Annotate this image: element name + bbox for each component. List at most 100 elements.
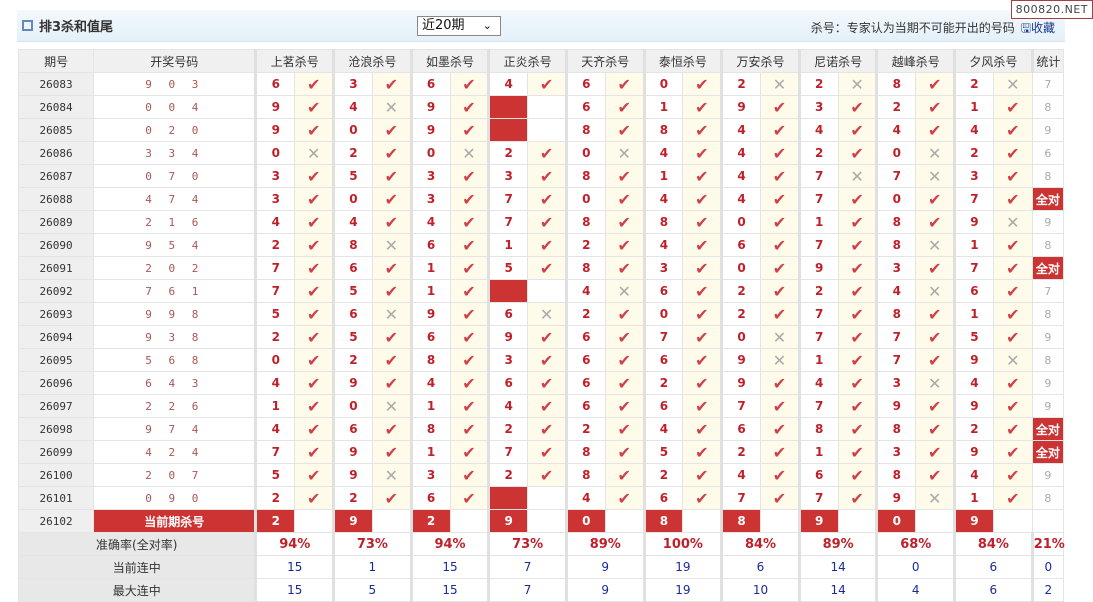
kill-number: 7 — [797, 164, 839, 188]
check-icon: ✔ — [604, 95, 645, 119]
kill-number: 1 — [642, 95, 684, 119]
draw-number-cell: 9 9 8 — [93, 302, 257, 326]
draw-number-cell: 7 6 1 — [93, 279, 257, 303]
check-icon: ✔ — [527, 440, 567, 464]
stat-cell: 8 — [1031, 302, 1065, 326]
current-kill-number: 8 — [720, 509, 761, 533]
check-icon: ✔ — [992, 371, 1033, 395]
check-icon: ✔ — [915, 95, 956, 119]
table-row: 26090 9 5 4 2 ✔ 8 ✕ 6 ✔ 1 ✔ 2 ✔ 4 ✔ 6 ✔ 7 ✔ 8 ✕ 1 ✔ 8 — [17, 233, 1065, 257]
kill-number: 3 — [875, 440, 917, 464]
check-icon: ✔ — [760, 302, 800, 326]
kill-number: 9 — [953, 440, 994, 464]
draw-number-cell: 9 7 4 — [93, 417, 257, 441]
kill-number: 2 — [254, 486, 296, 510]
check-icon: ✔ — [837, 141, 878, 165]
draw-number-cell: 6 4 3 — [93, 371, 257, 395]
kill-number: 1 — [953, 95, 994, 119]
check-icon: ✔ — [371, 72, 412, 96]
check-icon: ✔ — [682, 95, 723, 119]
check-icon: ✔ — [294, 72, 335, 96]
check-icon: ✔ — [371, 210, 412, 234]
summary-value: 19 — [642, 578, 723, 602]
kill-number: 6 — [564, 394, 606, 418]
period-cell: 26089 — [17, 210, 95, 234]
check-icon: ✔ — [992, 95, 1033, 119]
table-row: 26092 7 6 1 7 ✔ 5 ✔ 1 ✔ 4 ✕ 6 ✔ 2 ✔ 2 ✔ 4 ✕ 6 ✔ 7 — [17, 279, 1065, 303]
draw-number-cell: 4 2 4 — [93, 440, 257, 464]
table-row: 26086 3 3 4 0 ✕ 2 ✔ 0 ✕ 2 ✔ 0 ✕ 4 ✔ 4 ✔ 2 ✔ 0 ✕ 2 ✔ 6 — [17, 141, 1065, 165]
check-icon: ✔ — [682, 371, 723, 395]
check-icon: ✔ — [371, 279, 412, 303]
period-range-select[interactable]: 近20期 ⌄ — [417, 16, 501, 36]
check-icon: ✔ — [604, 417, 645, 441]
cross-icon: ✕ — [837, 72, 878, 96]
summary-value: 10 — [720, 578, 800, 602]
kill-number: 2 — [953, 141, 994, 165]
current-kill-number: 0 — [564, 509, 606, 533]
check-icon: ✔ — [915, 118, 956, 142]
check-icon: ✔ — [371, 325, 412, 349]
kill-number: 4 — [642, 233, 684, 257]
kill-number: 4 — [254, 417, 296, 441]
period-cell: 26088 — [17, 187, 95, 211]
check-icon: ✔ — [604, 187, 645, 211]
kill-number: 0 — [720, 256, 761, 280]
kill-number: 6 — [564, 95, 606, 119]
kill-number: 7 — [797, 187, 839, 211]
kill-number: 8 — [875, 463, 917, 487]
check-icon: ✔ — [294, 417, 335, 441]
kill-number: 2 — [720, 279, 761, 303]
stat-cell: 9 — [1031, 118, 1065, 142]
table-row: 26098 9 7 4 4 ✔ 6 ✔ 8 ✔ 2 ✔ 2 ✔ 4 ✔ 6 ✔ 8 ✔ 8 ✔ 2 ✔ 全对 — [17, 417, 1065, 441]
check-icon: ✔ — [604, 256, 645, 280]
kill-number: 4 — [953, 118, 994, 142]
kill-number: 9 — [332, 463, 373, 487]
check-icon: ✔ — [992, 486, 1033, 510]
check-icon: ✔ — [915, 302, 956, 326]
check-icon: ✔ — [604, 325, 645, 349]
cross-icon: ✕ — [992, 210, 1033, 234]
period-cell: 26091 — [17, 256, 95, 280]
check-icon: ✔ — [449, 486, 490, 510]
check-icon: ✔ — [294, 371, 335, 395]
summary-label: 最大连中 — [17, 578, 257, 602]
kill-number: 0 — [875, 187, 917, 211]
kill-number: 0 — [332, 118, 373, 142]
kill-number: 7 — [254, 279, 296, 303]
check-icon: ✔ — [682, 486, 723, 510]
check-icon: ✔ — [449, 256, 490, 280]
kill-number: 0 — [254, 141, 296, 165]
kill-number: 4 — [642, 187, 684, 211]
check-icon: ✔ — [371, 164, 412, 188]
kill-number: 0 — [332, 187, 373, 211]
kill-number: 4 — [332, 95, 373, 119]
stat-cell: 7 — [1031, 72, 1065, 96]
check-icon: ✔ — [294, 302, 335, 326]
kill-number: 4 — [642, 417, 684, 441]
kill-number: 6 — [720, 233, 761, 257]
summary-value: 15 — [409, 578, 490, 602]
favorite-link[interactable]: 🖫收藏 — [1020, 21, 1055, 35]
period-cell: 26083 — [17, 72, 95, 96]
table-row: 26095 5 6 8 0 ✔ 2 ✔ 8 ✔ 3 ✔ 6 ✔ 6 ✔ 9 ✕ 1 ✔ 7 ✔ 9 ✕ 8 — [17, 348, 1065, 372]
kill-number: 7 — [487, 210, 529, 234]
table-row: 26091 2 0 2 7 ✔ 6 ✔ 1 ✔ 5 ✔ 8 ✔ 3 ✔ 0 ✔ 9 ✔ 3 ✔ 7 ✔ 全对 — [17, 256, 1065, 280]
kill-number: 6 — [487, 371, 529, 395]
check-icon: ✔ — [682, 463, 723, 487]
empty-cell — [527, 95, 567, 119]
draw-number-cell: 2 1 6 — [93, 210, 257, 234]
empty-cell — [915, 509, 956, 533]
period-cell: 26102 — [17, 509, 95, 533]
kill-number: 7 — [487, 440, 529, 464]
kill-number: 1 — [797, 440, 839, 464]
summary-value: 73% — [332, 532, 412, 556]
kill-number: 8 — [564, 118, 606, 142]
kill-number: 5 — [953, 325, 994, 349]
kill-number: 5 — [487, 256, 529, 280]
kill-number: 7 — [720, 394, 761, 418]
check-icon: ✔ — [837, 325, 878, 349]
check-icon: ✔ — [992, 440, 1033, 464]
kill-number: 5 — [332, 279, 373, 303]
table-row: 26101 0 9 0 2 ✔ 2 ✔ 6 ✔ 4 ✔ 6 ✔ 7 ✔ 7 ✔ 9 ✕ 1 ✔ 8 — [17, 486, 1065, 510]
